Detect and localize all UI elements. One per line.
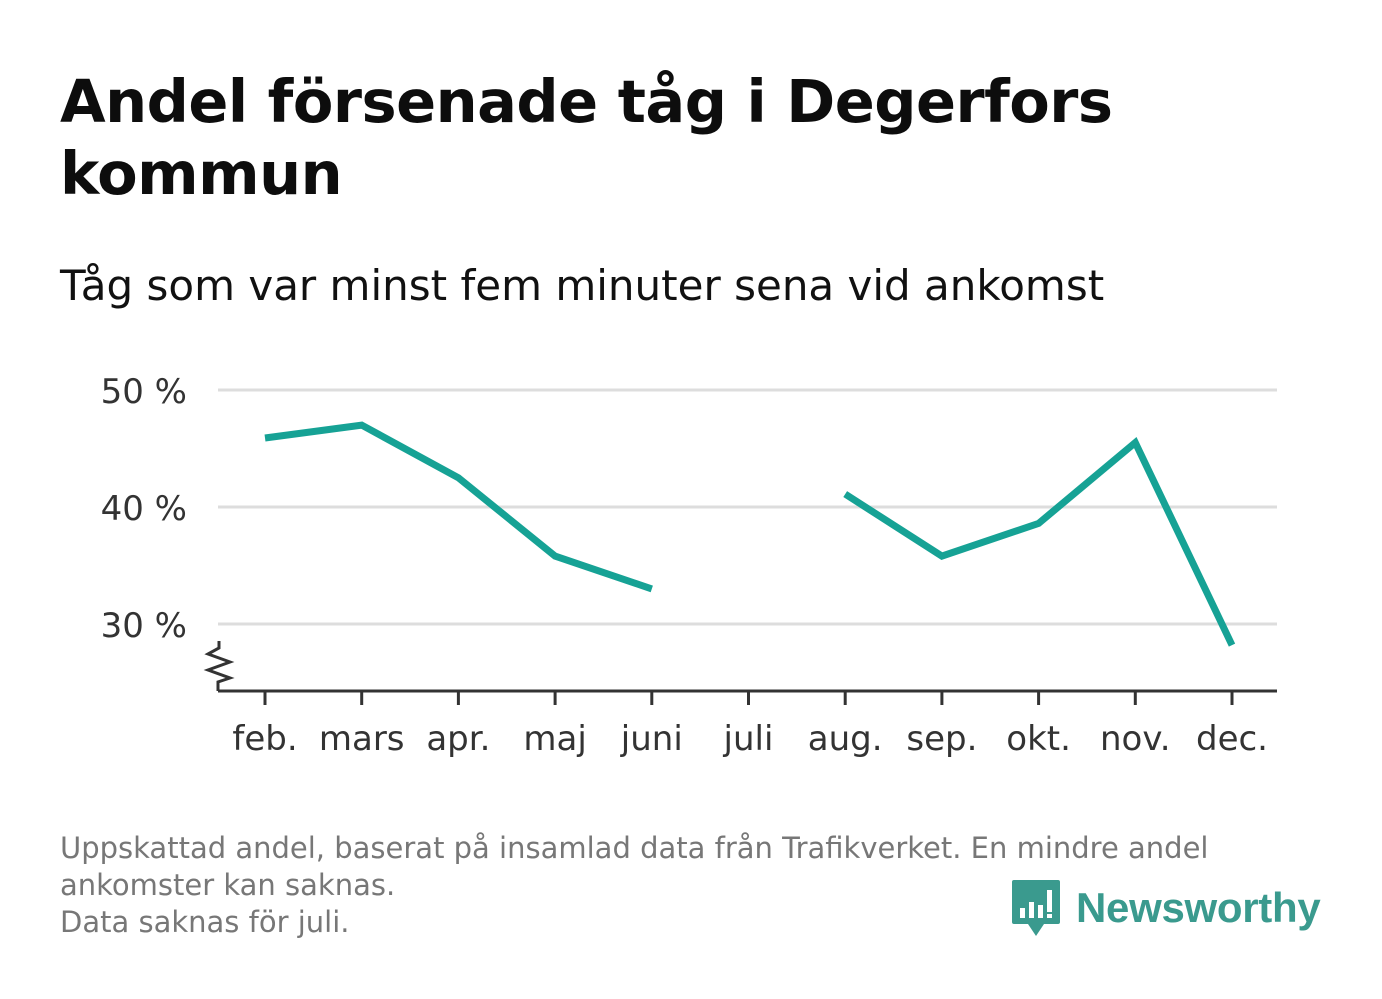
x-tick-label: aug. bbox=[808, 719, 883, 759]
y-tick-label: 30 % bbox=[101, 606, 187, 646]
x-tick-label: feb. bbox=[232, 719, 297, 759]
x-axis: feb. mars apr. maj juni juli aug. sep. okt. nov. d… bbox=[203, 641, 1277, 759]
axis-break-mark bbox=[203, 641, 235, 691]
chart-subtitle: Tåg som var minst fem minuter sena vid a… bbox=[60, 261, 1105, 310]
x-tick-label: sep. bbox=[906, 719, 977, 759]
newsworthy-logo: Newsworthy bbox=[1010, 878, 1321, 938]
series-lines bbox=[264, 421, 1236, 647]
footnote-line: Uppskattad andel, baserat på insamlad da… bbox=[60, 831, 1209, 865]
footnote: Uppskattad andel, baserat på insamlad da… bbox=[60, 830, 1320, 941]
chart-title: Andel försenade tåg i Degerfors kommun bbox=[60, 67, 1113, 208]
newsworthy-logo-icon bbox=[1012, 880, 1060, 936]
line-chart: 30 % 40 % 50 % feb. mars apr. maj juni juli aug.… bbox=[101, 372, 1277, 759]
x-tick-label: maj bbox=[523, 719, 586, 759]
y-axis-labels: 30 % 40 % 50 % bbox=[101, 372, 187, 646]
newsworthy-logo-text: Newsworthy bbox=[1076, 884, 1321, 931]
series-line bbox=[264, 421, 653, 593]
series-line bbox=[843, 437, 1236, 647]
x-tick-label: dec. bbox=[1196, 719, 1268, 759]
x-tick-label: nov. bbox=[1100, 719, 1171, 759]
x-tick-label: juli bbox=[723, 719, 774, 759]
x-tick-label: okt. bbox=[1006, 719, 1071, 759]
footnote-line: Data saknas för juli. bbox=[60, 905, 350, 939]
x-tick-label: mars bbox=[319, 719, 405, 759]
x-tick-label: juni bbox=[620, 719, 683, 759]
footnote-line: ankomster kan saknas. bbox=[60, 868, 396, 902]
gridlines bbox=[218, 388, 1277, 626]
y-tick-label: 40 % bbox=[101, 489, 187, 529]
x-tick-label: apr. bbox=[426, 719, 490, 759]
y-tick-label: 50 % bbox=[101, 372, 187, 412]
